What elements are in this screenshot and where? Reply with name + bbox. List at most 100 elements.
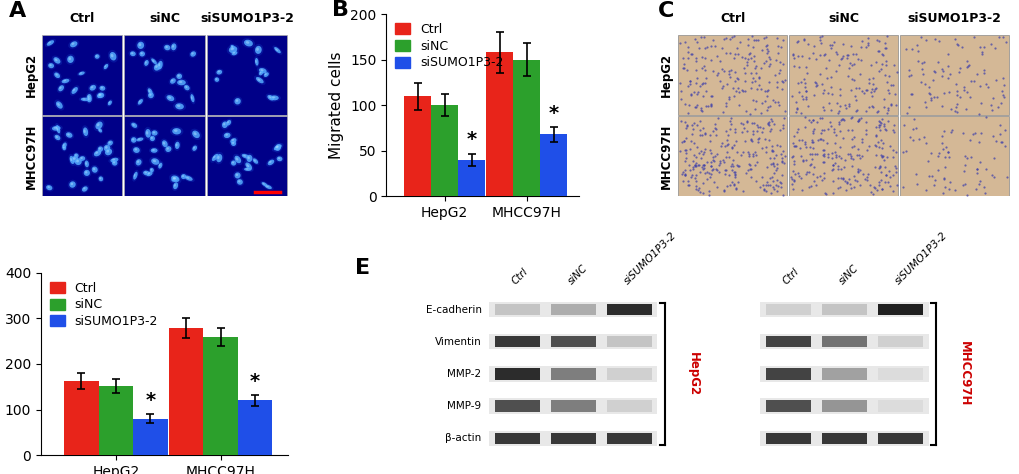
Ellipse shape — [108, 141, 111, 144]
Ellipse shape — [138, 50, 147, 58]
Bar — [207, 116, 287, 196]
Point — [858, 146, 874, 154]
Point — [800, 117, 816, 124]
Point — [695, 164, 711, 172]
Ellipse shape — [193, 146, 197, 151]
Point — [719, 95, 736, 103]
Ellipse shape — [275, 48, 278, 51]
Point — [876, 178, 893, 185]
Ellipse shape — [92, 166, 98, 173]
Point — [785, 167, 801, 175]
Point — [830, 183, 847, 191]
Point — [961, 137, 977, 144]
Point — [935, 164, 952, 171]
Point — [801, 54, 817, 62]
Point — [804, 116, 820, 124]
Ellipse shape — [147, 87, 154, 96]
Point — [734, 188, 750, 195]
Point — [884, 127, 901, 134]
Point — [907, 170, 923, 178]
Point — [768, 141, 785, 149]
Ellipse shape — [258, 70, 264, 76]
Point — [691, 44, 707, 52]
Point — [688, 101, 704, 109]
Point — [797, 88, 813, 95]
Point — [693, 155, 709, 162]
Point — [949, 41, 965, 48]
Point — [969, 110, 985, 118]
Ellipse shape — [242, 154, 249, 158]
Ellipse shape — [164, 45, 170, 50]
Point — [868, 47, 884, 55]
Point — [985, 173, 1002, 181]
Ellipse shape — [132, 147, 140, 153]
Ellipse shape — [231, 141, 236, 146]
Point — [879, 86, 896, 94]
Point — [693, 131, 709, 138]
Point — [852, 115, 868, 122]
Point — [687, 54, 703, 62]
Ellipse shape — [192, 130, 200, 138]
Point — [790, 172, 806, 179]
Point — [832, 102, 848, 110]
Ellipse shape — [148, 173, 150, 174]
Point — [991, 121, 1008, 129]
Point — [676, 38, 692, 46]
Point — [733, 119, 749, 127]
Ellipse shape — [223, 123, 225, 126]
Point — [869, 138, 886, 146]
Point — [835, 117, 851, 124]
Point — [697, 80, 713, 87]
Bar — [759, 366, 928, 382]
Point — [843, 113, 859, 121]
Point — [815, 86, 832, 94]
Ellipse shape — [99, 129, 100, 131]
Point — [839, 73, 855, 80]
Ellipse shape — [153, 160, 156, 162]
Ellipse shape — [163, 142, 165, 145]
Point — [867, 142, 883, 149]
Point — [823, 90, 840, 98]
Point — [844, 50, 860, 57]
Point — [735, 88, 751, 95]
Ellipse shape — [95, 54, 100, 59]
Point — [874, 139, 891, 146]
Ellipse shape — [229, 44, 235, 50]
Point — [711, 57, 728, 65]
Point — [836, 101, 852, 109]
Point — [771, 126, 788, 134]
Ellipse shape — [232, 171, 242, 180]
Point — [679, 181, 695, 189]
Point — [849, 151, 865, 159]
Point — [884, 154, 901, 161]
Ellipse shape — [173, 182, 178, 189]
Point — [879, 89, 896, 97]
Ellipse shape — [131, 170, 139, 182]
Ellipse shape — [55, 123, 61, 136]
Point — [865, 183, 881, 191]
Point — [870, 143, 887, 150]
Point — [718, 141, 735, 149]
Point — [707, 131, 723, 139]
Point — [802, 160, 818, 168]
Point — [879, 104, 896, 112]
Point — [725, 168, 741, 175]
Point — [769, 50, 786, 57]
Ellipse shape — [135, 157, 143, 167]
Ellipse shape — [94, 150, 101, 156]
Point — [841, 181, 857, 188]
Point — [836, 177, 852, 185]
Point — [814, 151, 830, 159]
Point — [672, 147, 688, 155]
Point — [757, 57, 773, 65]
Point — [823, 166, 840, 173]
Point — [789, 125, 805, 132]
Point — [773, 147, 790, 155]
Point — [740, 50, 756, 58]
Point — [811, 135, 827, 143]
Point — [707, 165, 723, 173]
Point — [850, 115, 866, 123]
Point — [805, 125, 821, 133]
Point — [881, 142, 898, 150]
Point — [864, 74, 880, 82]
